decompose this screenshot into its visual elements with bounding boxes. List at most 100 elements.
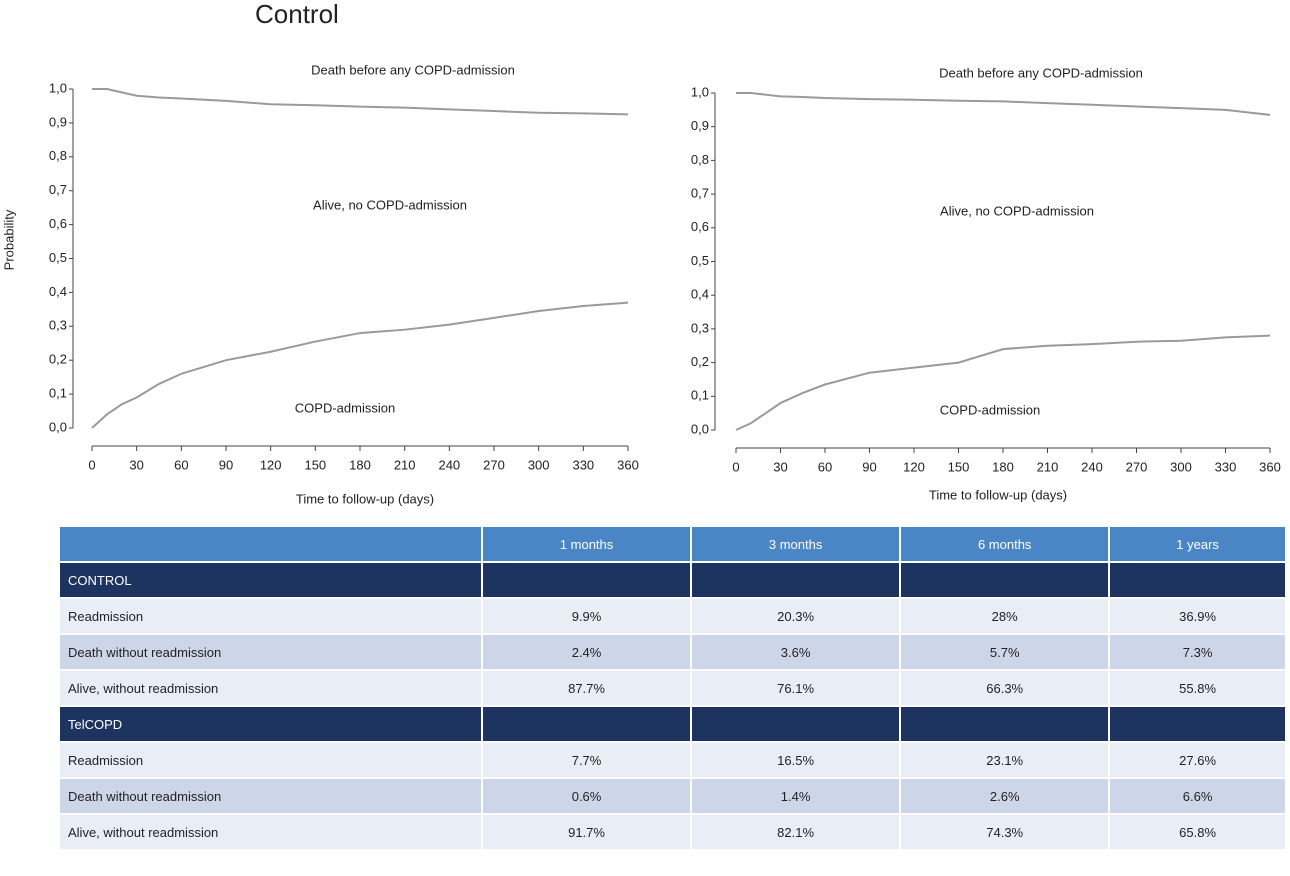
annotation: COPD-admission xyxy=(295,400,395,415)
x-tick-label: 120 xyxy=(903,459,925,474)
x-tick-label: 30 xyxy=(129,457,143,472)
x-tick-label: 60 xyxy=(818,459,832,474)
data-cell: 3.6% xyxy=(692,635,900,669)
group-cell xyxy=(901,563,1109,597)
y-tick-label: 1,0 xyxy=(49,80,67,95)
x-tick-label: 360 xyxy=(617,457,639,472)
data-cell: 9.9% xyxy=(483,599,691,633)
y-tick-label: 0,9 xyxy=(49,114,67,129)
curve xyxy=(735,334,1271,431)
row-label: Alive, without readmission xyxy=(60,815,481,849)
data-cell: 5.7% xyxy=(901,635,1109,669)
x-tick-label: 0 xyxy=(88,457,95,472)
row-label: Readmission xyxy=(60,743,481,777)
data-cell: 55.8% xyxy=(1110,671,1285,705)
column-header: 6 months xyxy=(901,527,1109,561)
data-cell: 1.4% xyxy=(692,779,900,813)
column-header: 1 months xyxy=(483,527,691,561)
x-axis-label: Time to follow-up (days) xyxy=(929,487,1067,502)
group-row: TelCOPD xyxy=(60,707,1285,741)
row-label: Alive, without readmission xyxy=(60,671,481,705)
annotation: Alive, no COPD-admission xyxy=(313,197,467,212)
charts: Control Probability Time to follow-up (day… xyxy=(1,0,1280,506)
data-cell: 20.3% xyxy=(692,599,900,633)
header-cell xyxy=(60,527,481,561)
data-cell: 7.3% xyxy=(1110,635,1285,669)
x-tick-label: 180 xyxy=(992,459,1014,474)
y-tick-label: 0,9 xyxy=(691,118,709,133)
group-cell xyxy=(1110,563,1285,597)
data-cell: 76.1% xyxy=(692,671,900,705)
group-cell xyxy=(1110,707,1285,741)
data-cell: 6.6% xyxy=(1110,779,1285,813)
y-axis-label: Probability xyxy=(1,209,16,270)
x-tick-label: 150 xyxy=(304,457,326,472)
x-tick-label: 210 xyxy=(1037,459,1059,474)
group-cell xyxy=(483,563,691,597)
chart-title: Control xyxy=(255,0,339,29)
data-cell: 66.3% xyxy=(901,671,1109,705)
y-tick-label: 0,2 xyxy=(691,354,709,369)
data-row: Alive, without readmission 91.7% 82.1% 74.3… xyxy=(60,815,1285,849)
y-tick-label: 0,8 xyxy=(691,152,709,167)
data-cell: 87.7% xyxy=(483,671,691,705)
row-label: Readmission xyxy=(60,599,481,633)
x-tick-label: 0 xyxy=(732,459,739,474)
y-tick-label: 0,2 xyxy=(49,352,67,367)
data-row: Death without readmission 0.6% 1.4% 2.6% 6.6… xyxy=(60,779,1285,813)
y-tick-label: 0,7 xyxy=(691,186,709,201)
x-tick-label: 60 xyxy=(174,457,188,472)
x-tick-label: 90 xyxy=(862,459,876,474)
data-cell: 2.6% xyxy=(901,779,1109,813)
x-tick-label: 330 xyxy=(1215,459,1237,474)
y-tick-label: 1,0 xyxy=(691,84,709,99)
group-cell xyxy=(692,563,900,597)
column-header: 3 months xyxy=(692,527,900,561)
x-tick-label: 240 xyxy=(1081,459,1103,474)
data-cell: 74.3% xyxy=(901,815,1109,849)
group-name: TelCOPD xyxy=(60,707,481,741)
data-cell: 82.1% xyxy=(692,815,900,849)
x-tick-label: 240 xyxy=(438,457,460,472)
x-tick-label: 300 xyxy=(528,457,550,472)
y-tick-label: 0,0 xyxy=(49,419,67,434)
y-tick-label: 0,3 xyxy=(691,320,709,335)
y-tick-label: 0,1 xyxy=(691,388,709,403)
header-row: 1 months 3 months 6 months 1 years xyxy=(60,527,1285,561)
row-label: Death without readmission xyxy=(60,779,481,813)
data-row: Alive, without readmission 87.7% 76.1% 66.3… xyxy=(60,671,1285,705)
group-cell xyxy=(692,707,900,741)
x-tick-label: 330 xyxy=(572,457,594,472)
x-tick-label: 270 xyxy=(483,457,505,472)
annotation: Death before any COPD-admission xyxy=(311,62,515,77)
data-cell: 0.6% xyxy=(483,779,691,813)
y-tick-label: 0,5 xyxy=(691,253,709,268)
x-axis-label: Time to follow-up (days) xyxy=(296,491,434,506)
data-row: Death without readmission 2.4% 3.6% 5.7% 7.3… xyxy=(60,635,1285,669)
column-header: 1 years xyxy=(1110,527,1285,561)
data-cell: 7.7% xyxy=(483,743,691,777)
x-tick-label: 150 xyxy=(948,459,970,474)
y-tick-label: 0,8 xyxy=(49,148,67,163)
data-cell: 23.1% xyxy=(901,743,1109,777)
group-cell xyxy=(483,707,691,741)
curve xyxy=(736,92,1271,116)
data-cell: 28% xyxy=(901,599,1109,633)
curve xyxy=(92,88,629,116)
y-tick-label: 0,6 xyxy=(49,216,67,231)
x-tick-label: 30 xyxy=(773,459,787,474)
y-tick-label: 0,1 xyxy=(49,386,67,401)
group-cell xyxy=(901,707,1109,741)
curve xyxy=(91,301,629,429)
annotation: COPD-admission xyxy=(940,402,1040,417)
data-cell: 2.4% xyxy=(483,635,691,669)
results-table: 1 months 3 months 6 months 1 years CONTROL Re… xyxy=(58,525,1287,851)
data-cell: 27.6% xyxy=(1110,743,1285,777)
data-row: Readmission 9.9% 20.3% 28% 36.9% xyxy=(60,599,1285,633)
x-tick-label: 120 xyxy=(260,457,282,472)
data-cell: 16.5% xyxy=(692,743,900,777)
y-tick-label: 0,0 xyxy=(691,421,709,436)
data-cell: 36.9% xyxy=(1110,599,1285,633)
x-tick-label: 270 xyxy=(1126,459,1148,474)
y-tick-label: 0,7 xyxy=(49,182,67,197)
